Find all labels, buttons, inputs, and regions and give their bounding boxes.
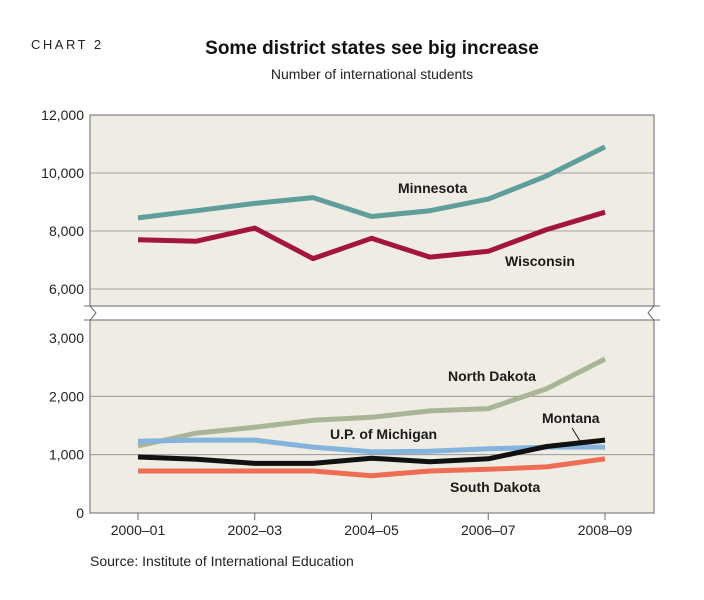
y-tick-label: 0 [76, 505, 84, 521]
y-tick-label: 12,000 [41, 107, 84, 123]
axis-break-left-mark [84, 305, 97, 321]
x-tick-label: 2006–07 [461, 522, 516, 538]
series-labels: Minnesota Wisconsin North Dakota U.P. of Mi… [330, 180, 600, 495]
series-label-minnesota: Minnesota [398, 180, 467, 196]
series-line-south-dakota [138, 456, 606, 479]
series-lines [137, 144, 607, 479]
y-tick-label: 3,000 [49, 330, 84, 346]
montana-label-leader [571, 427, 581, 442]
y-tick-label: 8,000 [49, 223, 84, 239]
y-tick-label: 10,000 [41, 165, 84, 181]
y-tick-label: 1,000 [49, 447, 84, 463]
y-tick-label: 6,000 [49, 281, 84, 297]
x-tick-label: 2000–01 [111, 522, 166, 538]
series-label-north-dakota: North Dakota [448, 368, 536, 384]
series-line-montana [137, 437, 606, 466]
series-label-south-dakota: South Dakota [450, 479, 540, 495]
x-tick-label: 2008–09 [578, 522, 633, 538]
axis-break-right-mark [647, 305, 660, 321]
gridlines [90, 172, 654, 456]
axis-break-gap [80, 306, 664, 320]
axis-break [80, 305, 664, 321]
series-label-u-p-of-michigan: U.P. of Michigan [330, 426, 437, 442]
chart-title: Some district states see big increase [205, 38, 539, 59]
series-label-montana: Montana [542, 410, 600, 426]
series-label-wisconsin: Wisconsin [505, 253, 575, 269]
series-line-minnesota [137, 144, 607, 221]
y-tick-label: 2,000 [49, 388, 84, 404]
source-note: Source: Institute of International Educa… [90, 553, 354, 569]
x-tick-label: 2002–03 [227, 522, 282, 538]
chart-subtitle: Number of international students [271, 66, 473, 82]
axis-ticks: 6,000 8,000 10,000 12,000 0 1,000 2,000 3,000 20… [41, 107, 632, 538]
plot-area: 6,000 8,000 10,000 12,000 0 1,000 2,000 3,000 20… [41, 107, 664, 538]
chart-number: CHART 2 [31, 37, 104, 52]
x-tick-label: 2004–05 [344, 522, 399, 538]
series-line-wisconsin [137, 209, 606, 262]
series-line-north-dakota [137, 356, 607, 449]
series-line-u-p-of-michigan [137, 437, 605, 455]
